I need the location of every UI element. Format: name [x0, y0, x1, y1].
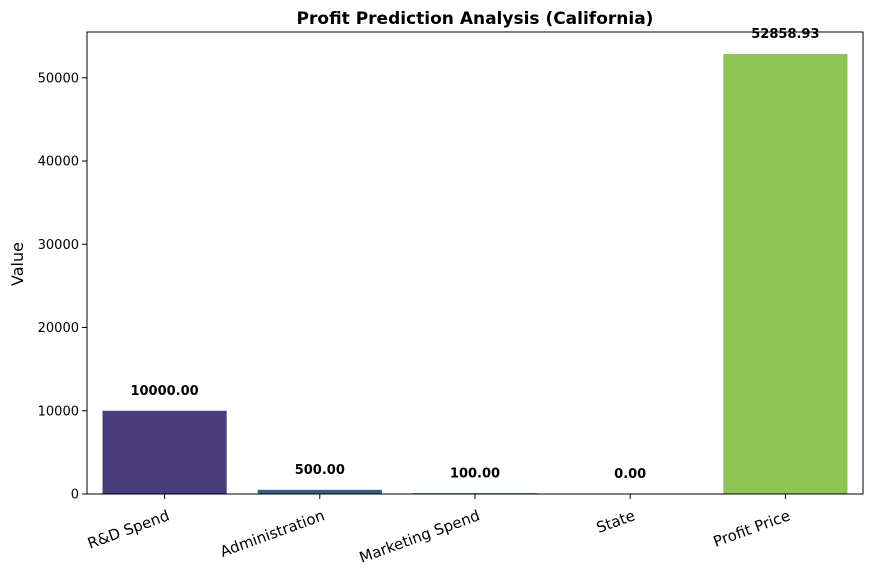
data-label-1: 500.00 [295, 463, 345, 478]
x-tick-label-1: Administration [218, 506, 327, 560]
y-tick-label-2: 20000 [38, 321, 79, 336]
y-tick-label-4: 40000 [38, 155, 79, 170]
data-label-2: 100.00 [450, 466, 500, 481]
y-tick-label-5: 50000 [38, 71, 79, 86]
bars-group [102, 53, 848, 495]
y-tick-label-3: 30000 [38, 238, 79, 253]
bar-0 [102, 410, 227, 494]
plot-frame [86, 31, 864, 495]
chart-title: Profit Prediction Analysis (California) [297, 9, 654, 29]
bar-1 [257, 489, 382, 494]
x-tick-label-0: R&D Spend [85, 506, 172, 552]
x-axis: R&D Spend Administration Marketing Spend St… [85, 494, 793, 567]
data-label-0: 10000.00 [130, 384, 198, 399]
data-label-4: 52858.93 [751, 27, 819, 42]
y-axis: 0 10000 20000 30000 40000 50000 [38, 71, 87, 503]
y-tick-label-1: 10000 [38, 404, 79, 419]
data-labels-group: 10000.00 500.00 100.00 0.00 52858.93 [130, 27, 819, 482]
y-tick-label-0: 0 [71, 488, 79, 503]
y-axis-label: Value [8, 242, 27, 286]
data-label-3: 0.00 [614, 467, 646, 482]
bar-4 [723, 53, 848, 495]
x-tick-label-3: State [594, 506, 637, 536]
x-tick-label-4: Profit Price [711, 506, 793, 550]
x-tick-label-2: Marketing Spend [357, 506, 482, 566]
